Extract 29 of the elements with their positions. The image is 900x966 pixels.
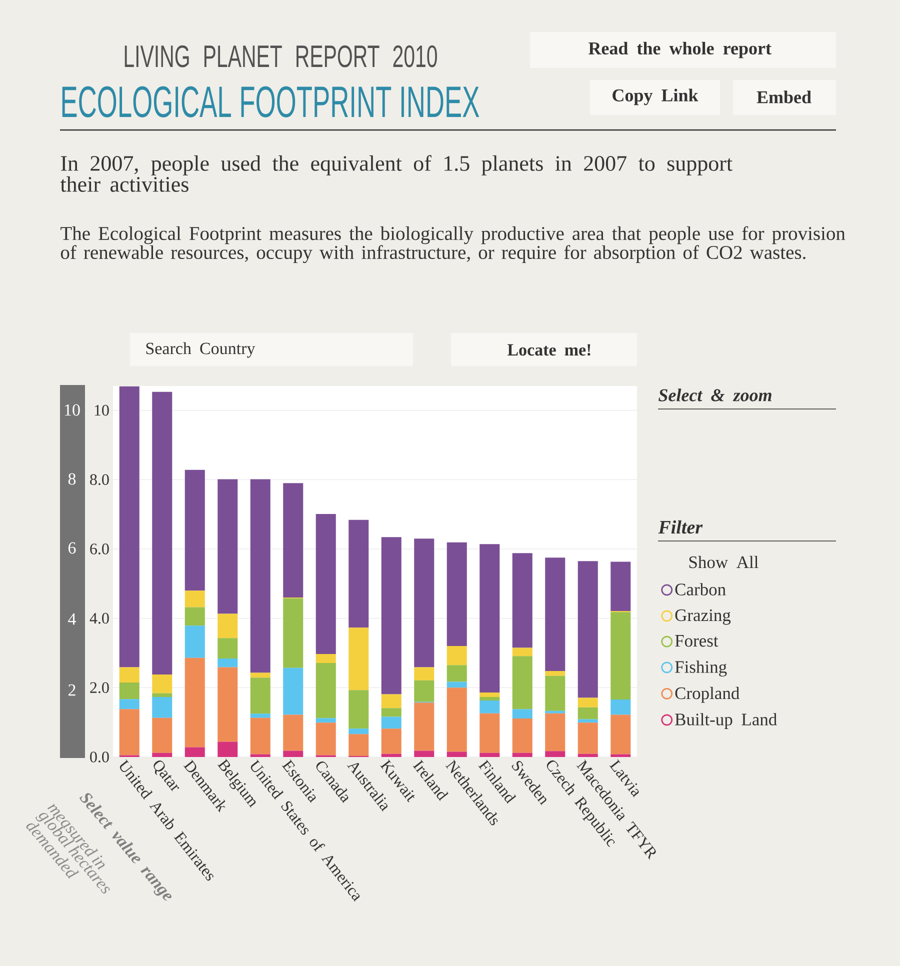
legend-label: Cropland <box>675 686 740 703</box>
text: Copy Link <box>612 88 698 106</box>
legend-label: Grazing <box>675 609 731 625</box>
y-tick-label: 0.0 <box>90 752 109 762</box>
legend-label: Forest <box>675 635 718 647</box>
text: 2 <box>68 684 76 696</box>
text: 4 <box>68 613 76 625</box>
text: In 2007, people used the equivalent of 1.5 planets in 2007 to support their activities <box>60 155 732 192</box>
text: Search Country <box>146 342 256 358</box>
legend-label: Built-up Land <box>675 713 777 729</box>
y-tick-label: 2.0 <box>90 682 109 694</box>
y-tick-label: 8.0 <box>90 474 109 486</box>
legend-label: Carbon <box>675 583 726 596</box>
legend-label: Fishing <box>675 660 727 677</box>
text: Select & zoom <box>658 388 772 402</box>
y-tick-label: 6.0 <box>90 544 109 554</box>
y-tick-label: 4.0 <box>90 612 109 624</box>
text: Show All <box>689 556 758 568</box>
chart-subtitle: ECOLOGICAL FOOTPRINT INDEX <box>62 86 480 118</box>
text: 10 <box>64 404 80 416</box>
text: 6 <box>68 542 76 554</box>
text: Read the whole report <box>588 42 772 58</box>
legend-title: Filter <box>658 520 703 534</box>
y-tick-label: 10 <box>94 404 109 416</box>
text: Embed <box>756 90 812 104</box>
text: 8 <box>68 473 76 485</box>
text: The Ecological Footprint measures the biologically productive area that people use for provision of renewable resources, occupy with infrastructure, or require for absorption of CO2 wastes. <box>60 226 846 264</box>
chart-title: LIVING PLANET REPORT 2010 <box>124 45 437 68</box>
text: Locate me! <box>508 344 590 356</box>
